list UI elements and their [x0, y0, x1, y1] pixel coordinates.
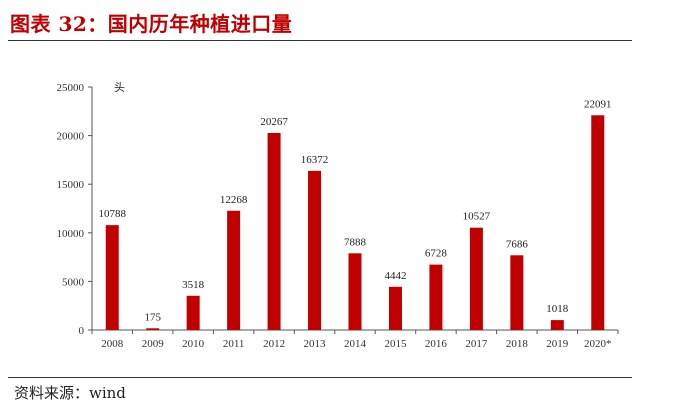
- bar-2018: [510, 255, 524, 330]
- data-label: 22091: [584, 98, 612, 110]
- bars-group: [105, 115, 605, 330]
- x-tick-label: 2012: [263, 338, 285, 350]
- x-tick-label: 2010: [182, 338, 205, 350]
- x-tick-label: 2018: [506, 338, 529, 350]
- y-unit-label: 头: [114, 81, 125, 94]
- y-tick-label: 0: [79, 325, 85, 337]
- data-label: 7888: [344, 236, 367, 248]
- x-tick-label: 2009: [142, 338, 165, 350]
- data-label: 4442: [384, 270, 406, 282]
- bar-2020: [591, 115, 605, 330]
- data-label: 10788: [98, 208, 126, 220]
- x-tick-label: 2020*: [584, 338, 612, 350]
- x-tick-label: 2017: [465, 338, 488, 350]
- bar-2013: [308, 170, 322, 330]
- bar-2014: [348, 253, 362, 330]
- bar-2010: [186, 295, 200, 330]
- x-tick-label: 2019: [546, 338, 569, 350]
- data-label: 3518: [182, 279, 205, 291]
- data-label: 1018: [546, 303, 569, 315]
- x-tick-label: 2011: [223, 338, 245, 350]
- source-note: 资料来源：wind: [14, 384, 126, 402]
- data-label: 20267: [260, 116, 288, 128]
- x-tick-label: 2008: [101, 338, 124, 350]
- data-label: 6728: [425, 248, 448, 260]
- x-tick-label: 2013: [304, 338, 327, 350]
- bar-2008: [105, 225, 119, 330]
- y-tick-label: 20000: [57, 131, 85, 143]
- y-axis: 0 5000 10000 15000 20000 25000: [57, 82, 93, 337]
- y-tick-label: 15000: [57, 179, 85, 191]
- source-divider: [8, 377, 632, 378]
- bar-2009: [146, 328, 160, 330]
- bar-2012: [267, 133, 281, 330]
- bar-2011: [227, 210, 241, 330]
- bar-2016: [429, 264, 443, 330]
- x-tick-label: 2014: [344, 338, 367, 350]
- title-divider: [8, 40, 632, 41]
- y-tick-label: 10000: [57, 228, 85, 240]
- y-tick-label: 5000: [62, 276, 85, 288]
- data-label: 10527: [463, 211, 491, 223]
- bar-2017: [469, 227, 483, 330]
- data-label: 16372: [301, 154, 329, 166]
- bar-2019: [550, 320, 564, 330]
- figure-title: 图表 32：国内历年种植进口量: [10, 12, 293, 36]
- y-tick-label: 25000: [57, 82, 85, 94]
- bar-2015: [388, 286, 402, 330]
- data-label: 12268: [220, 194, 248, 206]
- data-label: 175: [144, 311, 161, 323]
- x-axis: 2008 2009 2010 2011 2012 2013 2014 2015 2016 2017…: [91, 329, 619, 350]
- x-tick-label: 2016: [425, 338, 448, 350]
- data-label: 7686: [506, 238, 529, 250]
- data-labels-group: 10788 175 3518 12268 20267 16372 7888 4442 6728 1…: [98, 98, 611, 323]
- x-tick-label: 2015: [384, 338, 407, 350]
